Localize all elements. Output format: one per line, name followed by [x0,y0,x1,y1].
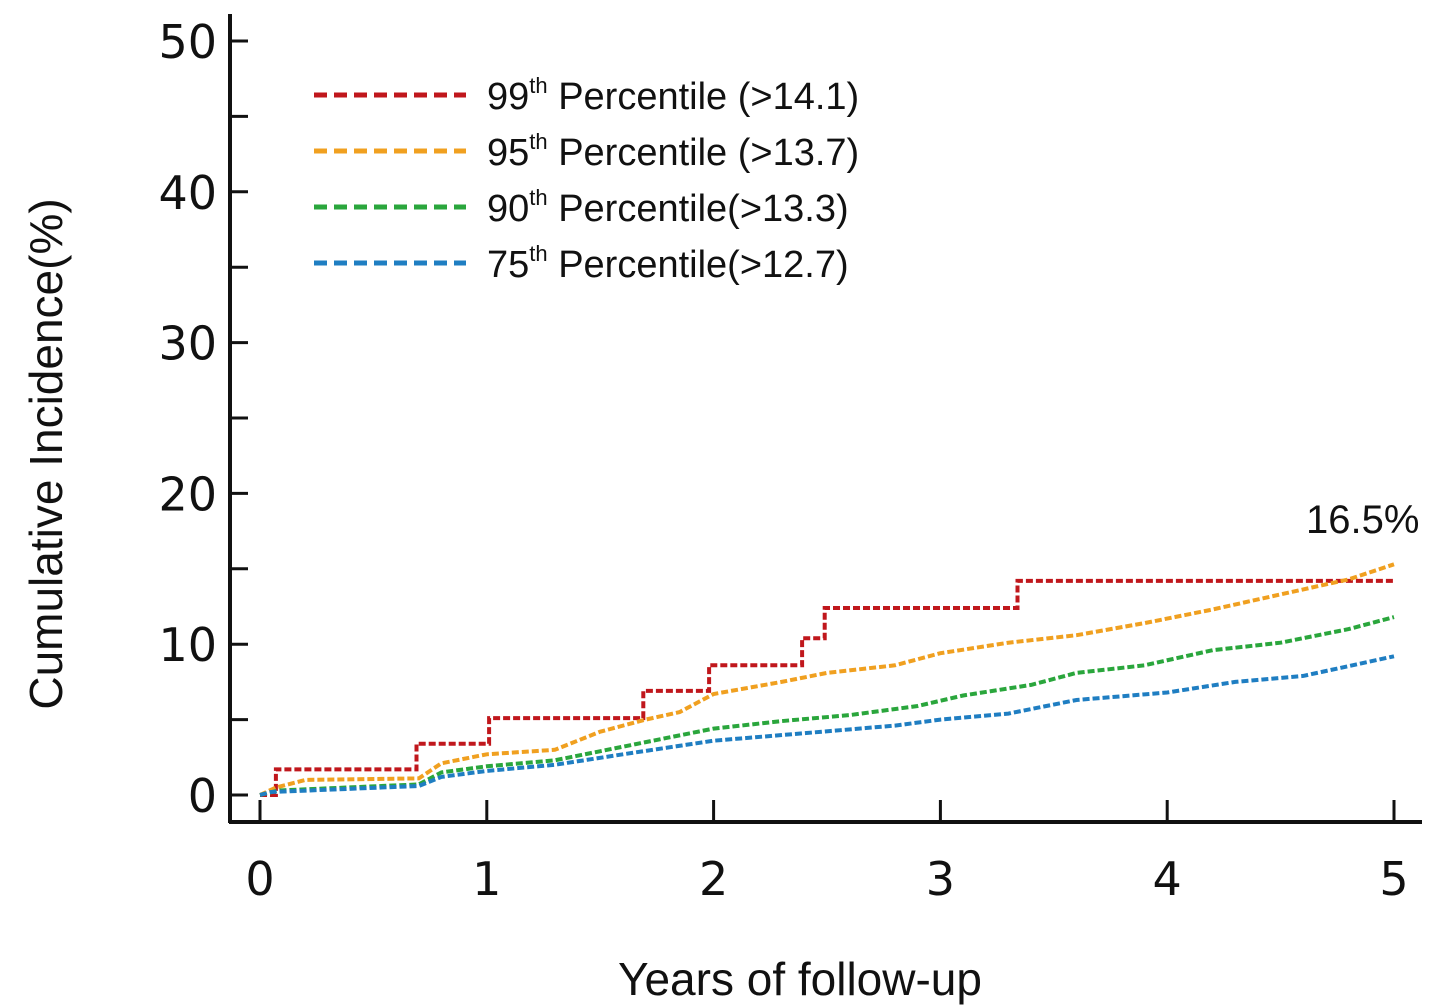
y-tick-label: 20 [158,467,217,521]
series-line-2 [259,615,1395,797]
y-tick-label: 10 [158,618,217,672]
plot-lines [259,562,1395,797]
series-line-3 [259,654,1395,797]
y-tick-label: 30 [158,317,217,371]
y-tick-label: 40 [158,166,217,220]
legend-label-2: 90th Percentile(>13.3) [487,185,849,230]
y-axis-title: Cumulative Incidence(%) [20,198,72,709]
x-axis-title: Years of follow-up [618,953,982,1005]
x-tick-label: 1 [472,852,501,906]
x-tick-label: 0 [245,852,274,906]
series-line-1 [259,562,1395,797]
y-tick-label: 0 [188,769,217,823]
y-tick-label: 50 [158,15,217,69]
legend: 99th Percentile (>14.1) 95th Percentile (… [314,73,859,286]
x-tick-label: 2 [699,852,728,906]
x-tick-label: 3 [926,852,955,906]
axes: 0 10 20 30 40 50 0 1 2 3 4 5 [158,14,1422,906]
legend-label-0: 99th Percentile (>14.1) [487,73,859,118]
x-tick-label: 5 [1379,852,1408,906]
x-tick-label: 4 [1153,852,1182,906]
legend-label-3: 75th Percentile(>12.7) [487,241,849,286]
series-line-0 [260,578,1394,797]
annotation-label: 16.5% [1306,498,1419,542]
legend-label-1: 95th Percentile (>13.7) [487,129,859,174]
